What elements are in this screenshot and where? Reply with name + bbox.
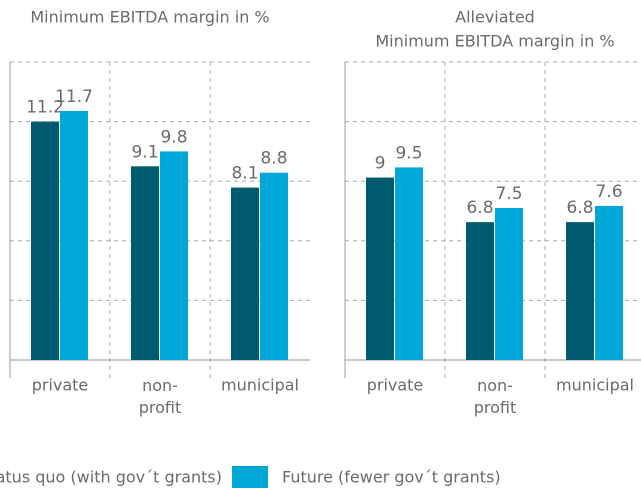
legend-label: Future (fewer gov´t grants) <box>282 468 501 487</box>
x-tick-label: private <box>367 376 424 395</box>
bar <box>131 166 159 360</box>
bar <box>466 222 494 360</box>
legend-label: Status quo (with gov´t grants) <box>0 468 222 487</box>
bar <box>495 207 523 360</box>
bar <box>160 151 188 360</box>
bar <box>366 177 394 360</box>
value-label: 7.6 <box>595 182 622 202</box>
chart-title: Alleviated <box>455 8 535 27</box>
bar <box>395 167 423 360</box>
value-label: 7.5 <box>495 184 522 204</box>
bar <box>60 110 88 360</box>
value-label: 8.1 <box>231 164 258 184</box>
value-label: 11.7 <box>55 87 93 107</box>
chart-title: Minimum EBITDA margin in % <box>30 8 269 27</box>
value-label: 6.8 <box>466 198 493 218</box>
bar <box>260 172 288 360</box>
value-label: 9.8 <box>160 127 187 147</box>
bar <box>595 205 623 360</box>
value-label: 9.1 <box>131 142 158 162</box>
bar <box>231 187 259 360</box>
bar <box>31 121 59 360</box>
value-label: 9 <box>375 154 386 174</box>
bar <box>566 222 594 360</box>
x-tick-label: non-profit <box>139 376 182 417</box>
value-label: 9.5 <box>395 143 422 163</box>
legend-swatch <box>232 466 268 488</box>
chart-title: Minimum EBITDA margin in % <box>375 32 614 51</box>
x-tick-label: non-profit <box>474 376 517 417</box>
value-label: 6.8 <box>566 198 593 218</box>
value-label: 8.8 <box>260 149 287 169</box>
value-label: 11.2 <box>26 98 64 118</box>
x-tick-label: municipal <box>556 376 634 395</box>
x-tick-label: private <box>32 376 89 395</box>
x-tick-label: municipal <box>221 376 299 395</box>
